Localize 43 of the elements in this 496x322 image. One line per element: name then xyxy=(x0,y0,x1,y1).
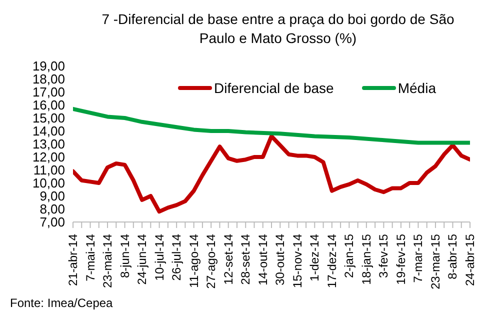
x-tick-label: 17-dez-14 xyxy=(324,234,339,288)
y-tick-label: 19,00 xyxy=(32,58,65,74)
y-tick-label: 12,00 xyxy=(32,150,65,165)
x-tick-label: 23-mai-14 xyxy=(100,234,115,288)
y-tick-label: 14,00 xyxy=(32,124,65,139)
x-tick-label: 2-jan-15 xyxy=(342,234,356,278)
x-tick-label: 30-out-14 xyxy=(273,234,288,286)
x-tick-label: 14-out-14 xyxy=(256,234,270,286)
y-tick-label: 7,00 xyxy=(40,214,65,230)
legend-label: Diferencial de base xyxy=(214,80,334,96)
x-tick-label: 8-abr-15 xyxy=(446,234,460,280)
x-tick-label: 15-nov-14 xyxy=(290,234,304,288)
x-tick-label: 23-mar-15 xyxy=(428,234,442,290)
x-tick-label: 18-jan-15 xyxy=(359,234,374,285)
y-tick-label: 17,00 xyxy=(32,84,65,100)
chart-title: 7 -Diferencial de base entre a praça do boi gordo de São Paulo e Mato Grosso (%) xyxy=(100,10,456,48)
y-tick-label: 10,00 xyxy=(32,176,65,191)
x-tick-label: 19-fev-15 xyxy=(394,234,408,285)
y-tick-label: 15,00 xyxy=(32,110,65,126)
y-tick-label: 9,00 xyxy=(40,188,65,204)
x-tick-label: 1-dez-14 xyxy=(308,234,322,282)
x-tick-label: 12-set-14 xyxy=(221,234,236,285)
line-series xyxy=(73,106,470,145)
x-tick-label: 3-fev-15 xyxy=(376,234,391,278)
x-tick-label: 28-set-14 xyxy=(238,234,253,285)
x-tick-label: 27-ago-14 xyxy=(204,234,218,289)
x-tick-label: 21-abr-14 xyxy=(66,234,80,286)
y-tick-label: 11,00 xyxy=(33,162,65,178)
line-series xyxy=(73,134,470,214)
x-tick-label: 11-ago-14 xyxy=(186,234,201,288)
x-tick-label: 26-jul-14 xyxy=(170,234,184,281)
y-tick-label: 8,00 xyxy=(40,202,65,217)
x-tick-label: 10-jul-14 xyxy=(152,234,166,281)
x-tick-label: 7-mai-14 xyxy=(83,234,98,282)
y-tick-label: 18,00 xyxy=(32,72,65,87)
y-tick-label: 16,00 xyxy=(32,98,65,113)
x-tick-label: 24-jun-14 xyxy=(135,234,150,285)
x-tick-label: 8-jun-14 xyxy=(118,234,132,278)
source-note: Fonte: Imea/Cepea xyxy=(10,296,113,310)
legend-label: Média xyxy=(398,80,436,96)
y-tick-label: 13,00 xyxy=(32,136,65,152)
x-tick-label: 7-mar-15 xyxy=(411,234,426,283)
x-tick-label: 24-abr-15 xyxy=(463,234,477,286)
